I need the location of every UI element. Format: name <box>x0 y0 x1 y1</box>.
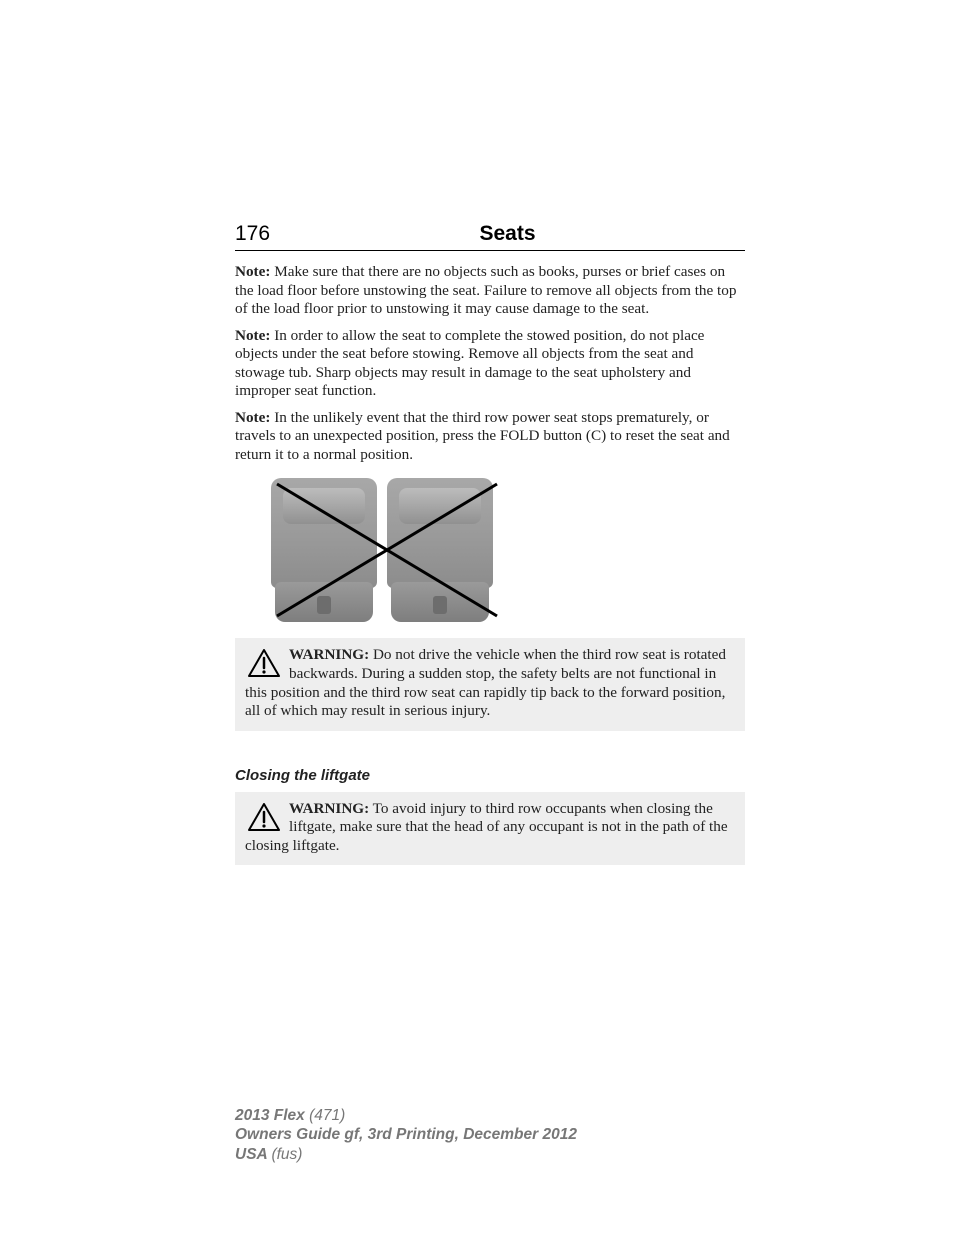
seat-slot <box>433 596 447 614</box>
note-text: In the unlikely event that the third row… <box>235 409 730 463</box>
page-number: 176 <box>235 222 270 246</box>
footer-line-2: Owners Guide gf, 3rd Printing, December … <box>235 1125 745 1144</box>
footer-line-3: USA (fus) <box>235 1145 745 1164</box>
footer-code: (471) <box>309 1107 345 1124</box>
footer-line-1: 2013 Flex (471) <box>235 1106 745 1125</box>
seat-illustration-right <box>387 478 493 622</box>
seats-crossed-figure <box>271 478 503 622</box>
seat-illustration-left <box>271 478 377 622</box>
page-footer: 2013 Flex (471) Owners Guide gf, 3rd Pri… <box>235 1106 745 1164</box>
warning-triangle-icon <box>247 802 281 832</box>
note-text: In order to allow the seat to complete t… <box>235 327 704 400</box>
page-content: 176 Seats Note: Make sure that there are… <box>235 222 745 873</box>
section-title: Seats <box>270 222 745 246</box>
seat-slot <box>317 596 331 614</box>
footer-region: USA <box>235 1146 271 1163</box>
warning-callout: WARNING: Do not drive the vehicle when t… <box>235 638 745 730</box>
seat-back <box>387 478 493 588</box>
warning-label: WARNING: <box>289 646 369 663</box>
note-paragraph: Note: In the unlikely event that the thi… <box>235 409 745 465</box>
subsection-heading: Closing the liftgate <box>235 767 745 784</box>
warning-label: WARNING: <box>289 800 369 817</box>
note-paragraph: Note: In order to allow the seat to comp… <box>235 327 745 401</box>
note-label: Note: <box>235 263 270 280</box>
note-label: Note: <box>235 409 270 426</box>
note-label: Note: <box>235 327 270 344</box>
footer-model: 2013 Flex <box>235 1107 309 1124</box>
note-paragraph: Note: Make sure that there are no object… <box>235 263 745 319</box>
note-text: Make sure that there are no objects such… <box>235 263 736 317</box>
warning-callout: WARNING: To avoid injury to third row oc… <box>235 792 745 866</box>
warning-triangle-icon <box>247 648 281 678</box>
footer-region-code: (fus) <box>271 1146 302 1163</box>
seat-back <box>271 478 377 588</box>
page-header: 176 Seats <box>235 222 745 251</box>
